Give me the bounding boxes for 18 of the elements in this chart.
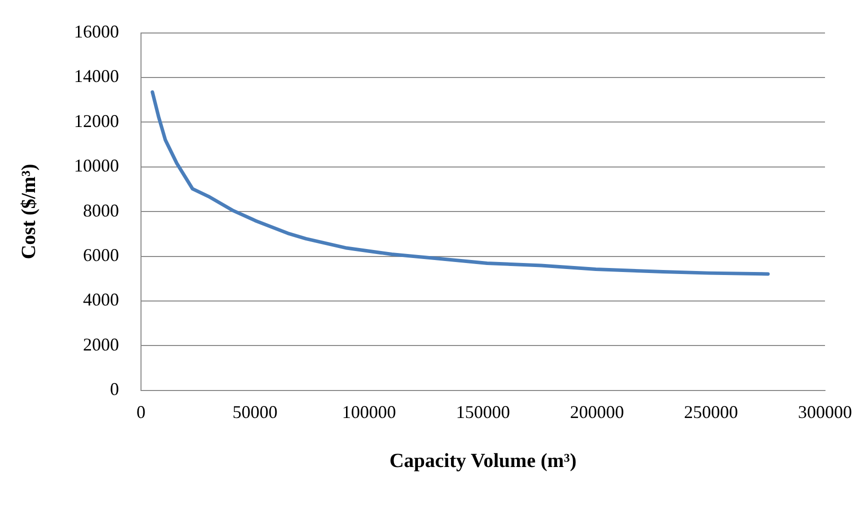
- x-tick-label: 250000: [684, 402, 738, 422]
- y-tick-label: 6000: [83, 245, 119, 266]
- y-tick-label: 8000: [83, 200, 119, 220]
- x-tick-label: 100000: [342, 402, 396, 422]
- x-tick-label: 0: [136, 402, 146, 422]
- x-tick-label: 150000: [456, 402, 510, 422]
- y-axis-title: Cost ($/m³): [18, 164, 40, 260]
- x-tick-label: 300000: [798, 402, 852, 422]
- y-tick-label: 4000: [83, 290, 119, 310]
- y-tick-label: 2000: [83, 334, 119, 354]
- x-tick-label: 50000: [232, 402, 278, 422]
- x-axis-title: Capacity Volume (m³): [389, 450, 577, 472]
- y-tick-label: 16000: [74, 22, 119, 42]
- y-tick-label: 12000: [74, 110, 119, 131]
- y-tick-label: 14000: [74, 66, 119, 86]
- y-tick-label: 0: [110, 379, 119, 400]
- x-tick-label: 200000: [570, 402, 624, 422]
- y-tick-label: 10000: [74, 156, 119, 176]
